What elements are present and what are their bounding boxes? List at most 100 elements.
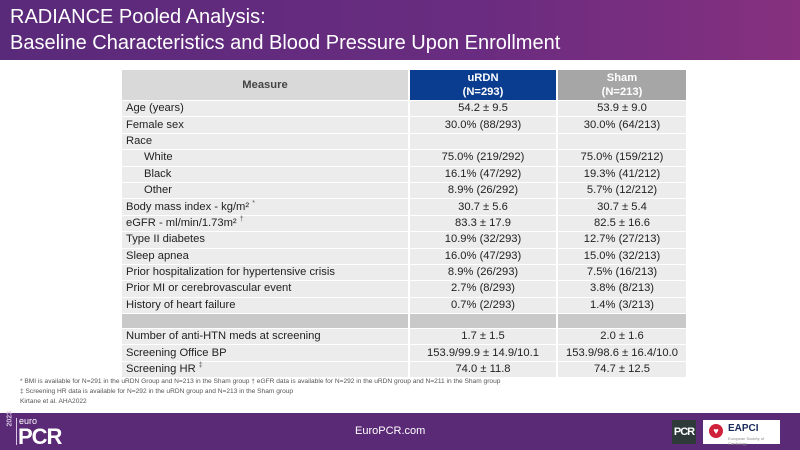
measure-label: Race [126, 134, 153, 147]
cell-measure: Race [122, 133, 410, 151]
table-row: Other 8.9% (26/292) 5.7% (12/212) [122, 182, 686, 200]
cell-measure: History of heart failure [122, 297, 410, 315]
cell-urdn: 16.0% (47/293) [409, 248, 558, 265]
title-band: RADIANCE Pooled Analysis: Baseline Chara… [0, 0, 800, 60]
table-row: White 75.0% (219/292) 75.0% (159/212) [122, 149, 686, 167]
slide-title-line-2: Baseline Characteristics and Blood Press… [10, 32, 561, 54]
cell-urdn: 10.9% (32/293) [409, 231, 558, 249]
footnotes: * BMI is available for N=291 in the uRDN… [20, 377, 500, 407]
cell-urdn: 153.9/99.9 ± 14.9/10.1 [409, 344, 558, 362]
website-link[interactable]: EuroPCR.com [355, 425, 426, 437]
cell-sham: 153.9/98.6 ± 16.4/10.0 [557, 344, 686, 362]
measure-label: Sleep apnea [126, 249, 189, 262]
cell-sham: 74.7 ± 12.5 [557, 361, 686, 379]
cell-urdn: 83.3 ± 17.9 [409, 215, 558, 233]
cell-sham: 75.0% (159/212) [557, 149, 686, 167]
table-row: Race [122, 133, 686, 151]
header-urdn: uRDN (N=293) [409, 70, 558, 101]
header-urdn-name: uRDN [467, 72, 499, 84]
cell-measure: Sleep apnea [122, 248, 410, 265]
table-row: History of heart failure 0.7% (2/293) 1.4%… [122, 297, 686, 315]
cell-measure: Prior MI or cerebrovascular event [122, 280, 410, 298]
cell-measure: Black [122, 166, 410, 183]
cell-sham: 19.3% (41/212) [557, 166, 686, 183]
cell-urdn: 2.7% (8/293) [409, 280, 558, 298]
table-row: eGFR - ml/min/1.73m² † 83.3 ± 17.9 82.5 ± … [122, 215, 686, 233]
table-row: Number of anti-HTN meds at screening 1.7 … [122, 328, 686, 346]
cell-sham: 15.0% (32/213) [557, 248, 686, 265]
eapci-logo: ♥ EAPCI European Society of Cardiology [703, 420, 780, 446]
eapci-sub-label: European Society of Cardiology [728, 436, 765, 446]
table-separator-row [122, 313, 686, 330]
cell-urdn: 16.1% (47/292) [409, 166, 558, 183]
table-row: Female sex 30.0% (88/293) 30.0% (64/213) [122, 116, 686, 134]
baseline-characteristics-table: Measure uRDN (N=293) Sham (N=213) Age (y… [122, 70, 686, 379]
measure-label: Female sex [126, 118, 184, 131]
cell-urdn: 75.0% (219/292) [409, 149, 558, 167]
table-row: Type II diabetes 10.9% (32/293) 12.7% (27/… [122, 231, 686, 249]
cell-sham: 3.8% (8/213) [557, 280, 686, 298]
header-sham: Sham (N=213) [557, 70, 686, 101]
cell-urdn: 8.9% (26/292) [409, 182, 558, 200]
year-label: 2023 [6, 410, 14, 427]
measure-label: Screening Office BP [126, 346, 227, 359]
measure-label: Prior hospitalization for hypertensive c… [126, 266, 335, 279]
header-urdn-n: (N=293) [462, 86, 504, 98]
table-row: Age (years) 54.2 ± 9.5 53.9 ± 9.0 [122, 100, 686, 118]
footnote-marker: ‡ [198, 362, 203, 370]
slide-title-line-1: RADIANCE Pooled Analysis: [10, 6, 266, 28]
cell-measure: Body mass index - kg/m² * [122, 198, 410, 216]
cell-urdn: 30.7 ± 5.6 [409, 198, 558, 216]
cell-measure: Female sex [122, 116, 410, 134]
measure-label: Age (years) [126, 102, 184, 115]
cell-sham: 30.0% (64/213) [557, 116, 686, 134]
cell-sham: 12.7% (27/213) [557, 231, 686, 249]
table-header-row: Measure uRDN (N=293) Sham (N=213) [122, 70, 686, 101]
measure-label: Prior MI or cerebrovascular event [126, 282, 292, 295]
cell-measure: Screening Office BP [122, 344, 410, 362]
table-row: Prior MI or cerebrovascular event 2.7% (8… [122, 280, 686, 298]
header-measure: Measure [122, 70, 410, 101]
table-row: Sleep apnea 16.0% (47/293) 15.0% (32/213) [122, 248, 686, 265]
citation: Kirtane et al. AHA2022 [20, 398, 87, 405]
measure-label: History of heart failure [126, 298, 236, 311]
cell-urdn [409, 133, 558, 151]
table-row: Screening Office BP 153.9/99.9 ± 14.9/10.… [122, 344, 686, 362]
table-row: Screening HR ‡ 74.0 ± 11.8 74.7 ± 12.5 [122, 361, 686, 379]
cell-measure: White [122, 149, 410, 167]
cell-measure: Other [122, 182, 410, 200]
cell-measure: Type II diabetes [122, 231, 410, 249]
measure-label: Screening HR [126, 363, 196, 376]
cell-measure [122, 313, 410, 330]
eapci-label: EAPCI [728, 423, 759, 434]
measure-label: White [144, 151, 173, 164]
footnote-marker: † [239, 215, 244, 223]
cell-sham: 5.7% (12/212) [557, 182, 686, 200]
measure-label: Black [144, 167, 172, 180]
cell-sham: 1.4% (3/213) [557, 297, 686, 315]
logo-divider [16, 418, 17, 445]
measure-label: Body mass index - kg/m² [126, 200, 250, 213]
cell-urdn: 8.9% (26/293) [409, 264, 558, 282]
footer-band: 2023 euro PCR EuroPCR.com PCR ♥ EAPCI Eu… [0, 410, 800, 450]
cell-sham: 7.5% (16/213) [557, 264, 686, 282]
cell-urdn: 1.7 ± 1.5 [409, 328, 558, 346]
cell-urdn [409, 313, 558, 330]
cell-sham: 53.9 ± 9.0 [557, 100, 686, 118]
header-sham-n: (N=213) [601, 86, 643, 98]
cell-urdn: 54.2 ± 9.5 [409, 100, 558, 118]
cell-sham: 2.0 ± 1.6 [557, 328, 686, 346]
table-row: Prior hospitalization for hypertensive c… [122, 264, 686, 282]
cell-measure: Age (years) [122, 100, 410, 118]
measure-label: Other [144, 184, 172, 197]
cell-sham: 82.5 ± 16.6 [557, 215, 686, 233]
cell-urdn: 0.7% (2/293) [409, 297, 558, 315]
cell-measure: Prior hospitalization for hypertensive c… [122, 264, 410, 282]
cell-measure: eGFR - ml/min/1.73m² † [122, 215, 410, 233]
cell-measure: Screening HR ‡ [122, 361, 410, 379]
cell-sham: 30.7 ± 5.4 [557, 198, 686, 216]
footnote-2: ‡ Screening HR data is available for N=2… [20, 388, 294, 395]
heart-icon: ♥ [709, 424, 723, 438]
measure-label: Type II diabetes [126, 233, 205, 246]
table-row: Body mass index - kg/m² * 30.7 ± 5.6 30.7 … [122, 198, 686, 216]
